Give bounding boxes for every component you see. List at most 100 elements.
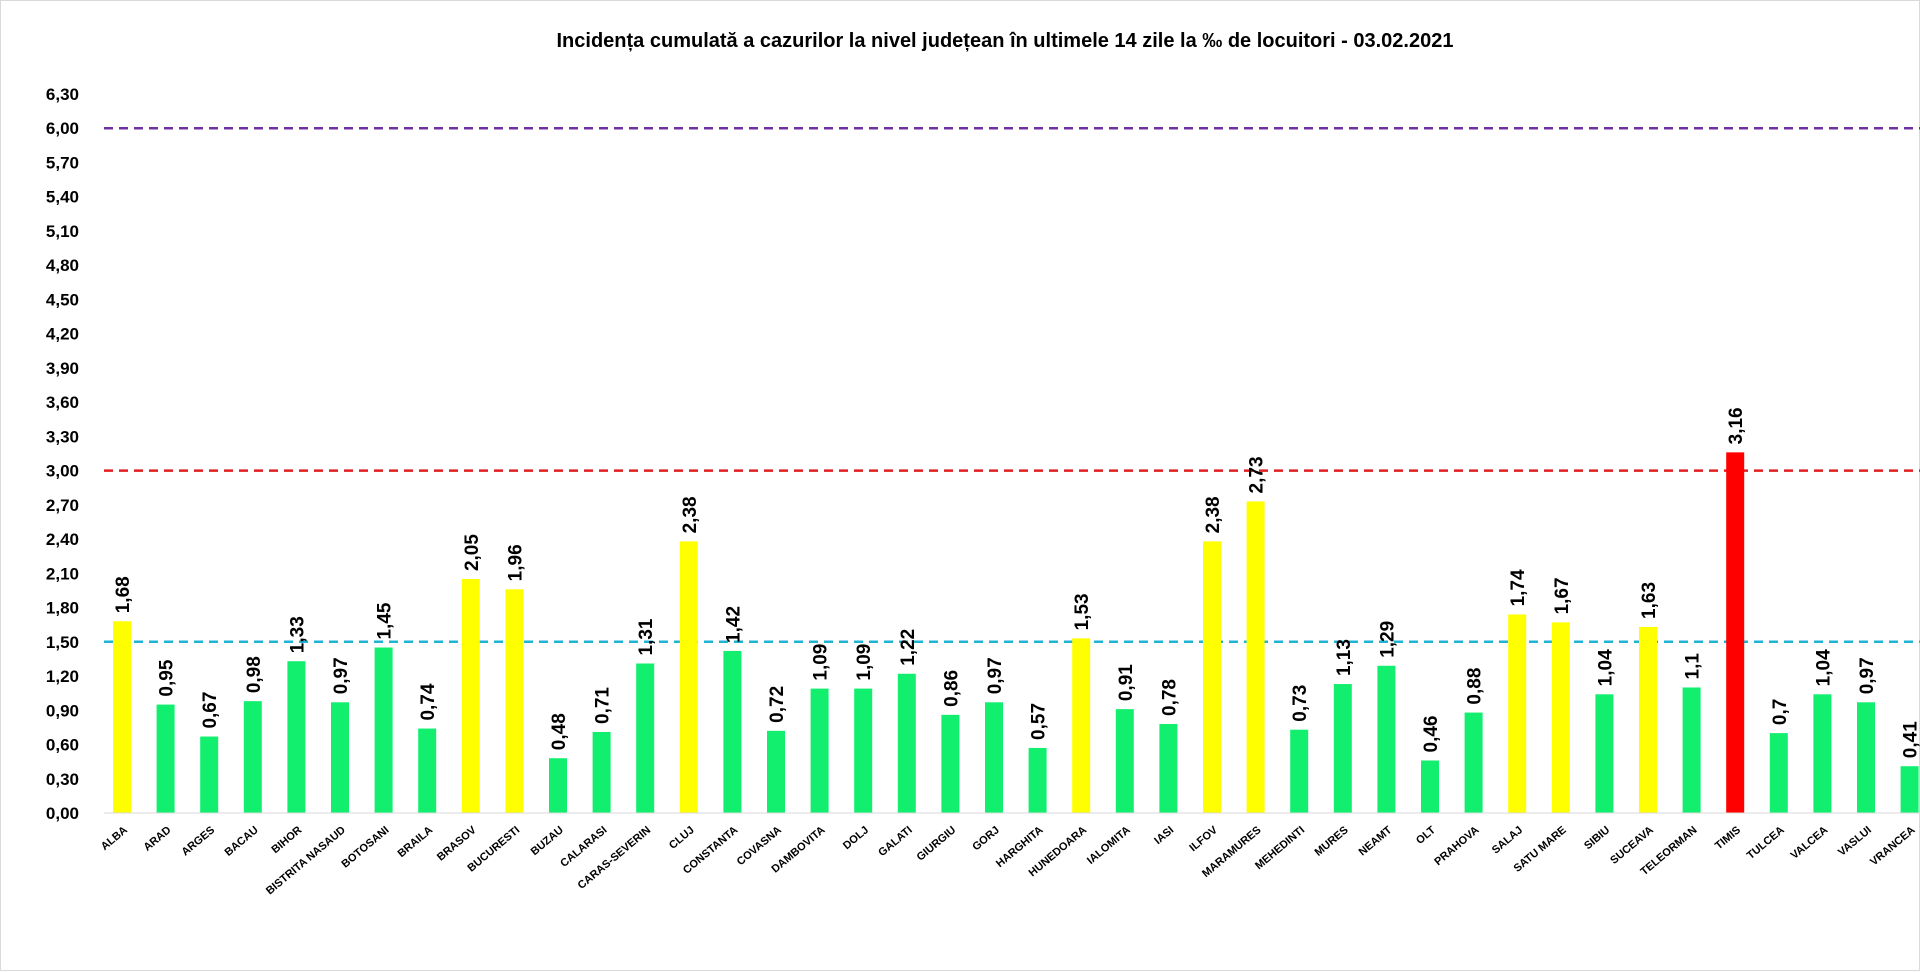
- data-label: 0,57: [1029, 703, 1050, 740]
- data-label: 2,38: [1203, 496, 1224, 533]
- bar: [200, 736, 219, 813]
- bar: [854, 688, 873, 813]
- bar: [461, 579, 480, 813]
- data-label: 1,04: [1595, 649, 1616, 686]
- bar: [287, 661, 306, 813]
- y-tick-label: 4,80: [46, 256, 79, 275]
- data-label: 0,97: [331, 657, 352, 694]
- data-label: 1,09: [811, 644, 832, 681]
- y-tick-label: 0,00: [46, 804, 79, 823]
- data-label: 1,31: [636, 618, 657, 655]
- threshold-lines: [104, 126, 1920, 644]
- y-tick-label: 5,40: [46, 188, 79, 207]
- data-label: 1,53: [1072, 593, 1093, 630]
- bar: [1900, 766, 1919, 813]
- y-tick-label: 1,80: [46, 599, 79, 618]
- x-tick-label: BIHOR: [269, 824, 304, 856]
- x-tick-label: ALBA: [99, 824, 130, 853]
- x-tick-label: BUZAU: [529, 824, 566, 858]
- y-tick-label: 2,10: [46, 564, 79, 583]
- bar: [1290, 729, 1309, 813]
- bar: [941, 714, 960, 813]
- x-tick-label: GORJ: [970, 824, 1002, 853]
- data-label: 0,71: [593, 687, 614, 724]
- data-label: 0,88: [1465, 668, 1486, 705]
- data-label: 0,67: [200, 692, 221, 729]
- y-tick-label: 5,70: [46, 153, 79, 172]
- data-label: 0,86: [941, 670, 962, 707]
- bar: [1203, 541, 1221, 813]
- x-tick-label: NEAMT: [1357, 824, 1395, 859]
- y-tick-label: 4,20: [46, 325, 79, 344]
- bar: [331, 702, 349, 813]
- bar: [1595, 694, 1614, 813]
- y-tick-label: 3,60: [46, 393, 79, 412]
- data-label: 3,16: [1726, 407, 1747, 444]
- bar: [985, 702, 1003, 813]
- x-tick-label: OLT: [1414, 824, 1438, 847]
- data-label: 1,13: [1334, 639, 1355, 676]
- data-label: 0,73: [1290, 685, 1311, 722]
- y-tick-label: 2,70: [46, 496, 79, 515]
- x-tick-label: ARGES: [179, 824, 217, 858]
- x-tick-label: BISTRITA NASAUD: [264, 824, 348, 897]
- data-label: 1,74: [1508, 569, 1529, 606]
- chart-title: Incidența cumulată a cazurilor la nivel …: [557, 30, 1454, 52]
- data-label: 1,68: [113, 576, 134, 613]
- data-label: 0,97: [1857, 657, 1878, 694]
- data-label: 1,96: [505, 544, 526, 581]
- data-label: 2,38: [680, 496, 701, 533]
- y-tick-label: 6,30: [46, 85, 79, 104]
- bar: [1682, 687, 1701, 813]
- data-label: 1,22: [898, 629, 919, 666]
- y-tick-label: 3,00: [46, 462, 79, 481]
- data-label: 0,46: [1421, 716, 1442, 753]
- data-label: 0,72: [767, 686, 788, 723]
- bar: [113, 621, 131, 813]
- y-tick-label: 5,10: [46, 222, 79, 241]
- x-tick-label: CARAS-SEVERIN: [576, 824, 654, 892]
- x-tick-label: ARAD: [141, 824, 173, 854]
- x-tick-label: DOLJ: [841, 824, 871, 852]
- data-label: 0,95: [157, 659, 178, 696]
- bar: [1333, 684, 1352, 813]
- x-tick-label: VASLUI: [1836, 824, 1874, 859]
- x-tick-label: ILFOV: [1187, 824, 1220, 854]
- bar: [549, 758, 567, 813]
- data-label: 0,97: [985, 657, 1006, 694]
- bar: [1769, 733, 1788, 813]
- data-label: 2,05: [462, 534, 483, 571]
- y-tick-label: 2,40: [46, 530, 79, 549]
- y-axis: 0,00 0,30 0,60 0,90 1,20 1,50 1,80 2,10 2,40 2,70…: [46, 85, 79, 823]
- bar: [1857, 702, 1875, 813]
- bar: [1726, 452, 1745, 813]
- y-tick-label: 1,50: [46, 633, 79, 652]
- x-tick-label: GALATI: [876, 824, 914, 859]
- bars: [113, 452, 1919, 813]
- y-tick-label: 3,30: [46, 427, 79, 446]
- data-label: 1,1: [1683, 653, 1704, 680]
- bar: [243, 701, 262, 813]
- bar: [418, 728, 437, 813]
- bar: [1508, 614, 1527, 813]
- bar: [1246, 501, 1265, 813]
- y-tick-label: 1,20: [46, 667, 79, 686]
- data-label: 1,45: [375, 602, 396, 639]
- x-tick-label: PRAHOVA: [1432, 824, 1481, 868]
- data-label: 1,63: [1639, 582, 1660, 619]
- bar: [767, 730, 785, 813]
- data-label: 0,74: [418, 683, 439, 720]
- bar: [1551, 622, 1570, 813]
- x-tick-label: BACAU: [223, 824, 261, 859]
- y-tick-label: 3,90: [46, 359, 79, 378]
- bar: [897, 673, 916, 813]
- data-label: 1,33: [287, 616, 308, 653]
- data-label: 0,41: [1901, 721, 1920, 758]
- bar: [679, 541, 698, 813]
- x-tick-label: GIURGIU: [915, 824, 959, 863]
- bar: [1421, 760, 1439, 813]
- data-label: 1,67: [1552, 577, 1573, 614]
- x-tick-label: MURES: [1313, 824, 1351, 859]
